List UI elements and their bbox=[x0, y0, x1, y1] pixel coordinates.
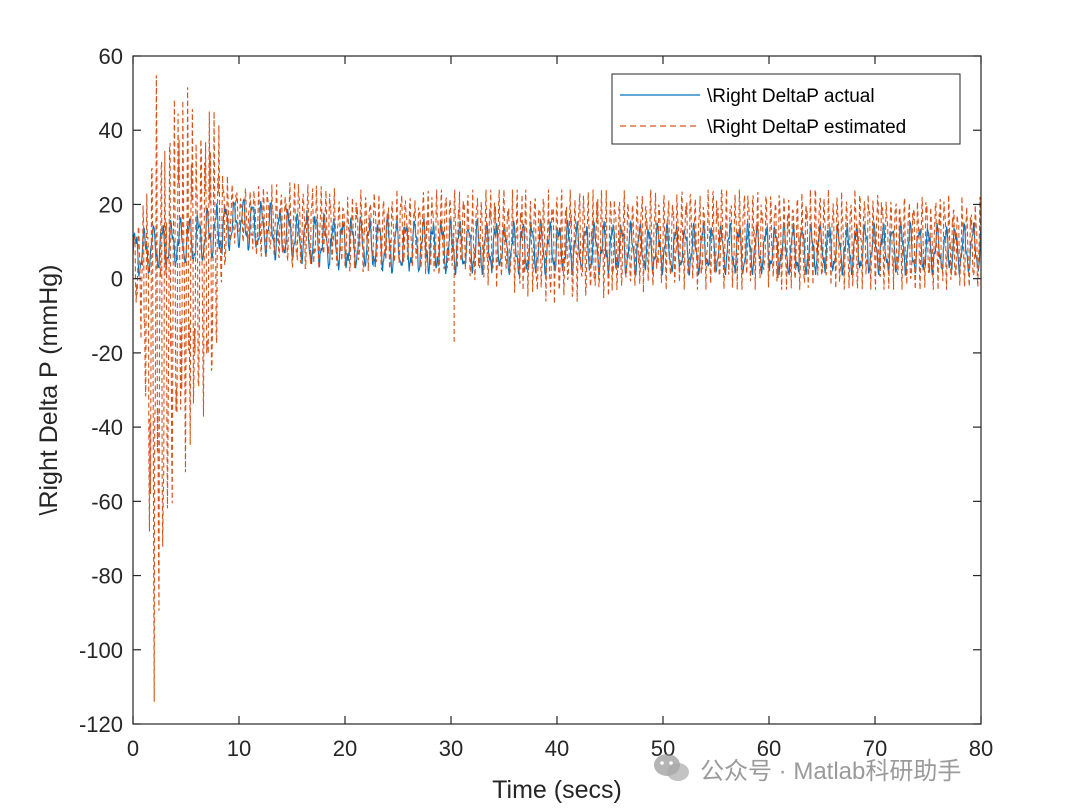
wechat-icon bbox=[654, 754, 689, 781]
y-tick-label: -40 bbox=[91, 415, 123, 440]
y-tick-label: 0 bbox=[111, 267, 123, 292]
series-line-estimated bbox=[133, 75, 981, 702]
x-tick-label: 20 bbox=[333, 736, 357, 761]
y-tick-label: 20 bbox=[99, 192, 123, 217]
y-tick-label: 40 bbox=[99, 118, 123, 143]
x-tick-label: 30 bbox=[439, 736, 463, 761]
x-tick-label: 10 bbox=[227, 736, 251, 761]
watermark-text: 公众号 · Matlab科研助手 bbox=[700, 757, 962, 785]
x-axis-label: Time (secs) bbox=[492, 776, 622, 804]
x-tick-label: 40 bbox=[545, 736, 569, 761]
legend: \Right DeltaP actual \Right DeltaP estim… bbox=[611, 73, 961, 145]
plot-background bbox=[133, 56, 981, 724]
legend-label-actual: \Right DeltaP actual bbox=[707, 86, 875, 107]
x-tick-label: 80 bbox=[969, 736, 993, 761]
legend-box bbox=[611, 73, 961, 145]
x-tick-label: 70 bbox=[863, 736, 887, 761]
x-tick-label: 60 bbox=[757, 736, 781, 761]
x-tick-label: 0 bbox=[127, 736, 139, 761]
y-axis-label: \Right Delta P (mmHg) bbox=[35, 265, 63, 516]
y-tick-label: -120 bbox=[79, 712, 123, 737]
watermark: 公众号 · Matlab科研助手 bbox=[652, 748, 961, 788]
y-tick-label: 60 bbox=[99, 44, 123, 69]
y-tick-label: -60 bbox=[91, 489, 123, 514]
y-tick-label: -80 bbox=[91, 564, 123, 589]
y-tick-label: -100 bbox=[79, 638, 123, 663]
y-tick-label: -20 bbox=[91, 341, 123, 366]
legend-label-estimated: \Right DeltaP estimated bbox=[707, 117, 906, 138]
